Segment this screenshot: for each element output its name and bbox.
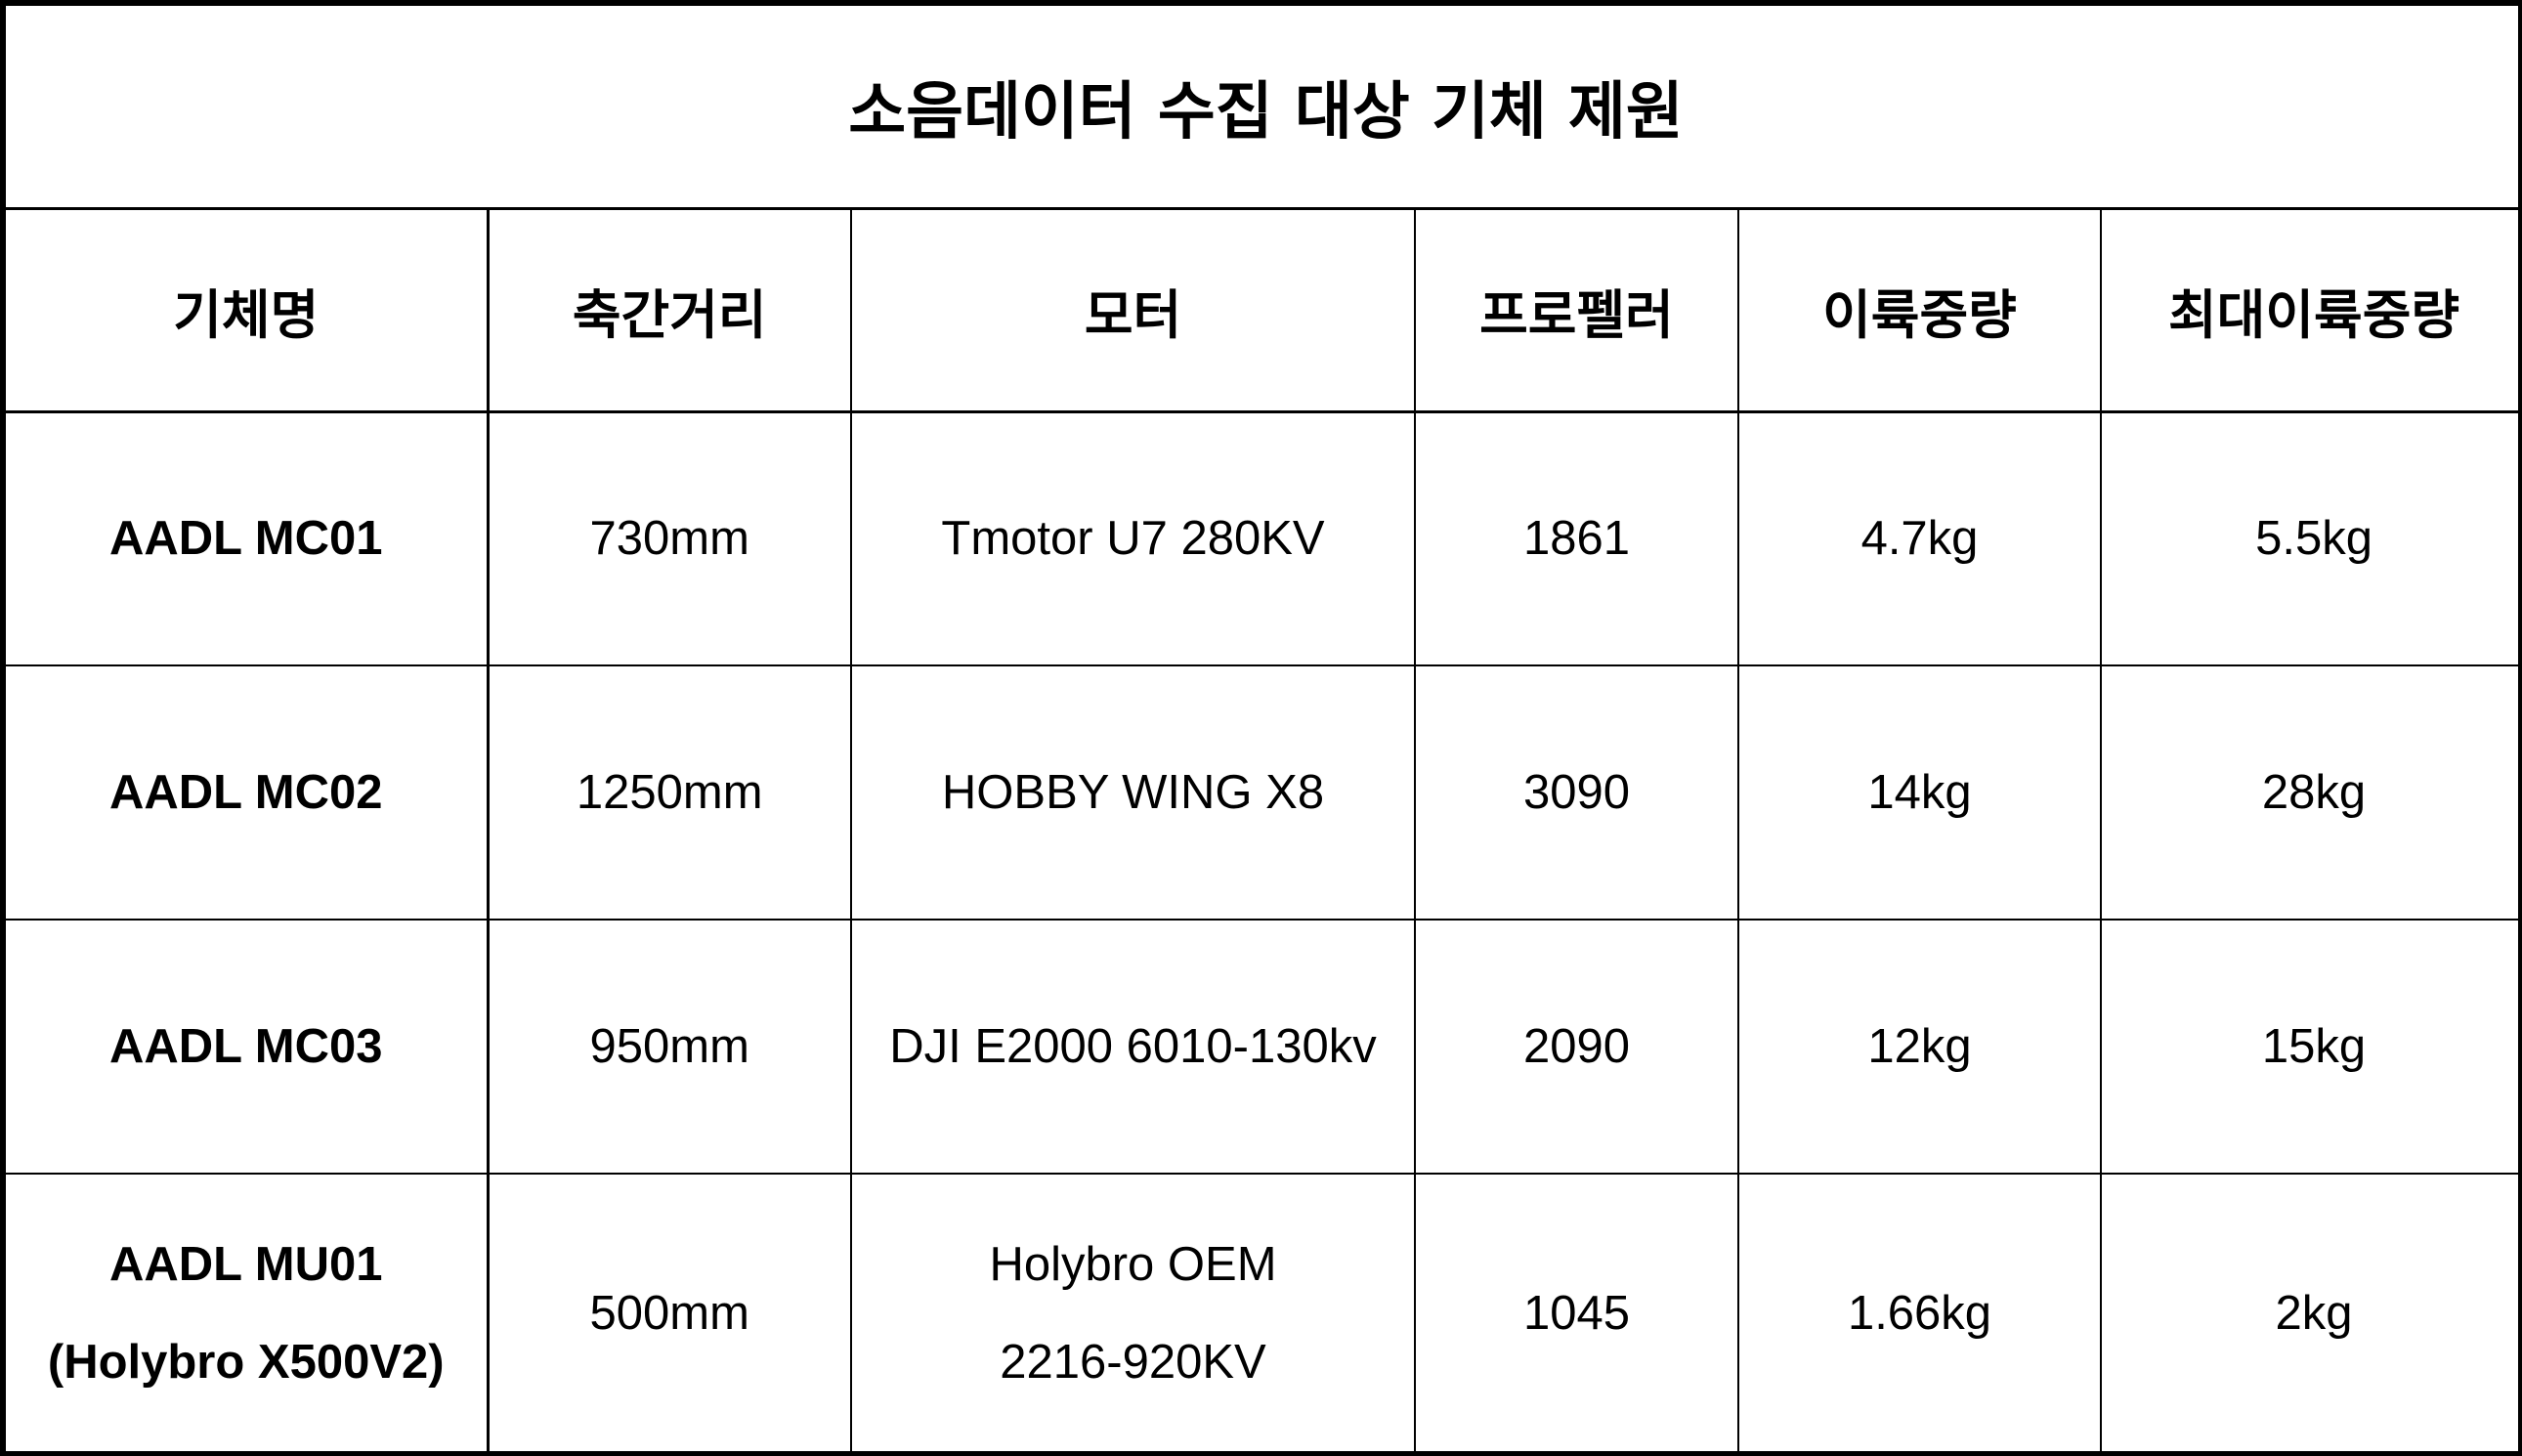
motor-cell: Tmotor U7 280KV bbox=[850, 410, 1416, 666]
wheelbase-cell: 500mm bbox=[487, 1173, 852, 1453]
aircraft-name-cell: AADL MC01 bbox=[4, 410, 490, 666]
table-row: AADL MU01 (Holybro X500V2) 500mm Holybro… bbox=[4, 1173, 2522, 1453]
table-title: 소음데이터 수집 대상 기체 제원 bbox=[3, 4, 2522, 210]
spec-table: 소음데이터 수집 대상 기체 제원 기체명 축간거리 모터 프로펠러 이륙중량 … bbox=[3, 4, 2522, 1453]
header-aircraft-name: 기체명 bbox=[4, 207, 490, 413]
header-motor: 모터 bbox=[850, 207, 1416, 413]
aircraft-name-cell: AADL MU01 (Holybro X500V2) bbox=[4, 1173, 490, 1453]
max-takeoff-weight-cell: 5.5kg bbox=[2099, 410, 2522, 666]
max-takeoff-weight-cell: 15kg bbox=[2099, 919, 2522, 1175]
aircraft-name: AADL MC01 bbox=[108, 512, 383, 566]
takeoff-weight-cell: 14kg bbox=[1737, 664, 2102, 921]
aircraft-name-sub: (Holybro X500V2) bbox=[47, 1335, 445, 1389]
aircraft-name-cell: AADL MC03 bbox=[4, 919, 490, 1175]
takeoff-weight-cell: 12kg bbox=[1737, 919, 2102, 1175]
propeller-cell: 1861 bbox=[1414, 410, 1739, 666]
takeoff-weight-cell: 4.7kg bbox=[1737, 410, 2102, 666]
wheelbase-cell: 1250mm bbox=[487, 664, 852, 921]
header-row: 기체명 축간거리 모터 프로펠러 이륙중량 최대이륙중량 bbox=[4, 207, 2522, 413]
propeller-cell: 3090 bbox=[1414, 664, 1739, 921]
header-propeller: 프로펠러 bbox=[1414, 207, 1739, 413]
propeller-cell: 1045 bbox=[1414, 1173, 1739, 1453]
header-takeoff-weight: 이륙중량 bbox=[1737, 207, 2102, 413]
motor-text: Tmotor U7 280KV bbox=[941, 512, 1325, 566]
motor-text: DJI E2000 6010-130kv bbox=[889, 1020, 1377, 1073]
motor-text: HOBBY WING X8 bbox=[941, 766, 1325, 819]
aircraft-name: AADL MC03 bbox=[108, 1020, 383, 1073]
motor-cell: DJI E2000 6010-130kv bbox=[850, 919, 1416, 1175]
aircraft-name-cell: AADL MC02 bbox=[4, 664, 490, 921]
aircraft-name: AADL MU01 bbox=[108, 1237, 383, 1291]
motor-text: Holybro OEM bbox=[989, 1237, 1277, 1291]
wheelbase-cell: 950mm bbox=[487, 919, 852, 1175]
table-row: AADL MC01 730mm Tmotor U7 280KV 1861 4.7… bbox=[4, 410, 2522, 666]
aircraft-name: AADL MC02 bbox=[108, 766, 383, 819]
motor-cell: HOBBY WING X8 bbox=[850, 664, 1416, 921]
max-takeoff-weight-cell: 28kg bbox=[2099, 664, 2522, 921]
propeller-cell: 2090 bbox=[1414, 919, 1739, 1175]
wheelbase-cell: 730mm bbox=[487, 410, 852, 666]
header-wheelbase: 축간거리 bbox=[487, 207, 852, 413]
header-max-takeoff-weight: 최대이륙중량 bbox=[2099, 207, 2522, 413]
table-row: AADL MC03 950mm DJI E2000 6010-130kv 209… bbox=[4, 919, 2522, 1175]
takeoff-weight-cell: 1.66kg bbox=[1737, 1173, 2102, 1453]
motor-cell: Holybro OEM 2216-920KV bbox=[850, 1173, 1416, 1453]
title-row: 소음데이터 수집 대상 기체 제원 bbox=[3, 4, 2522, 210]
max-takeoff-weight-cell: 2kg bbox=[2099, 1173, 2522, 1453]
motor-text-sub: 2216-920KV bbox=[1000, 1335, 1266, 1389]
table-row: AADL MC02 1250mm HOBBY WING X8 3090 14kg… bbox=[4, 664, 2522, 921]
